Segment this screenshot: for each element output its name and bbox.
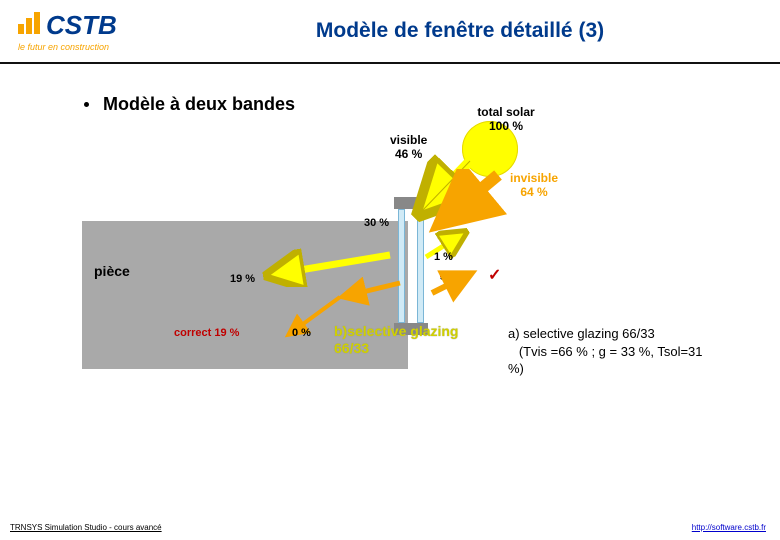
nineteen-label: 19 % bbox=[230, 273, 255, 286]
bullet-heading: Modèle à deux bandes bbox=[84, 94, 740, 115]
piece-label: pièce bbox=[94, 263, 130, 280]
one-label: 1 % bbox=[434, 251, 453, 264]
logo-bars-icon bbox=[18, 12, 40, 34]
footer-link[interactable]: http://software.cstb.fr bbox=[692, 523, 766, 532]
check-icon: ✓ bbox=[488, 265, 501, 285]
total-solar-label: total solar100 % bbox=[466, 105, 546, 134]
answer-text: a) selective glazing 66/33 (Tvis =66 % ;… bbox=[508, 325, 710, 378]
footer-left: TRNSYS Simulation Studio - cours avancé bbox=[10, 523, 162, 532]
page-title: Modèle de fenêtre détaillé (3) bbox=[158, 19, 762, 43]
bullet-icon bbox=[84, 102, 89, 107]
window-diagram: visible46 % total solar100 % invisible64… bbox=[70, 123, 710, 403]
logo: CSTB le futur en construction bbox=[18, 10, 158, 52]
arrow-reflected-invisible bbox=[426, 267, 486, 307]
logo-text: CSTB bbox=[46, 10, 117, 41]
bullet-text: Modèle à deux bandes bbox=[103, 94, 295, 115]
logo-tagline: le futur en construction bbox=[18, 42, 158, 52]
zero-label: 0 % bbox=[292, 327, 311, 340]
thirty-label: 30 % bbox=[364, 217, 389, 230]
selective-glazing-label: b)selective glazing 66/33 bbox=[334, 323, 494, 357]
correct-label: correct 19 % bbox=[174, 327, 239, 340]
